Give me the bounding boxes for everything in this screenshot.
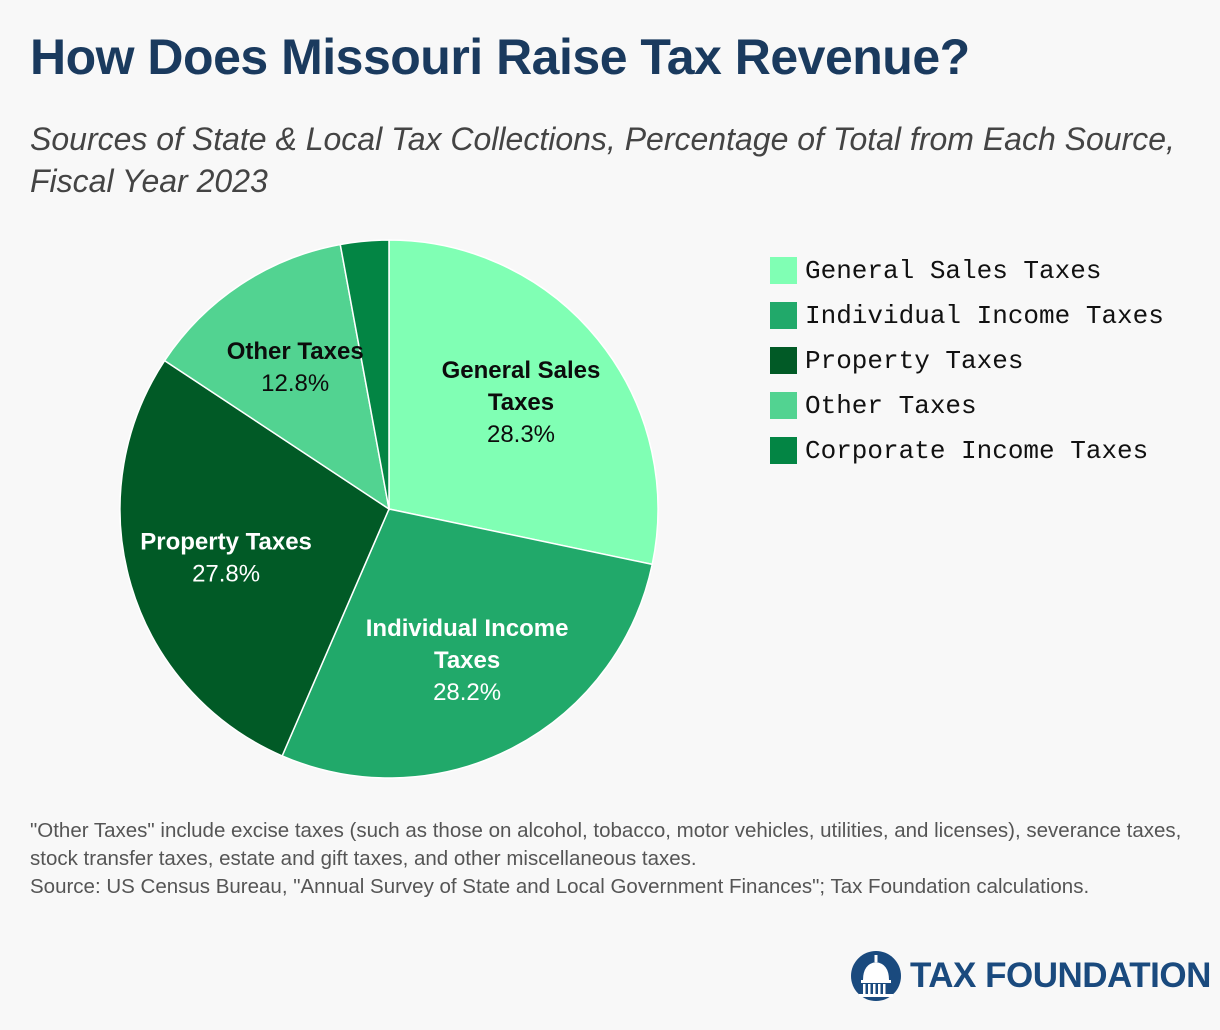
legend-item-individual-income-taxes: Individual Income Taxes (770, 293, 1164, 338)
slice-label-general-sales-taxes-line-2: Taxes (488, 389, 554, 416)
slice-label-other-taxes-line-1: Other Taxes (227, 338, 364, 365)
pie-slice-corporate-income-taxes (339, 239, 390, 510)
slice-value-individual-income-taxes: 28.2% (433, 679, 501, 706)
legend-swatch (770, 302, 797, 329)
slice-label-individual-income-taxes-line-1: Individual Income (366, 615, 569, 642)
legend-label: General Sales Taxes (805, 255, 1102, 286)
footnote: "Other Taxes" include excise taxes (such… (30, 817, 1200, 901)
footnote-other-taxes: "Other Taxes" include excise taxes (such… (30, 819, 1182, 870)
legend-swatch (770, 347, 797, 374)
legend-item-other-taxes: Other Taxes (770, 383, 1164, 428)
capitol-dome-icon (851, 951, 901, 1001)
legend: General Sales Taxes Individual Income Tax… (770, 248, 1164, 473)
pie-slice-other-taxes (163, 243, 391, 511)
slice-label-individual-income-taxes-line-2: Taxes (434, 647, 500, 674)
pie-labels: General Sales Taxes 28.3% Individual Income… (140, 338, 600, 706)
slice-label-property-taxes-line-1: Property Taxes (140, 529, 312, 556)
legend-item-property-taxes: Property Taxes (770, 338, 1164, 383)
legend-label: Property Taxes (805, 345, 1024, 376)
legend-label: Individual Income Taxes (805, 300, 1164, 331)
legend-swatch (770, 392, 797, 419)
pie-slice-property-taxes (119, 359, 390, 757)
chart-subtitle: Sources of State & Local Tax Collections… (30, 121, 1175, 199)
legend-swatch (770, 437, 797, 464)
logo-text: TAX FOUNDATION (910, 956, 1211, 995)
footnote-source: Source: US Census Bureau, "Annual Survey… (30, 875, 1090, 898)
legend-label: Other Taxes (805, 390, 977, 421)
legend-label: Corporate Income Taxes (805, 435, 1149, 466)
pie-slice-individual-income-taxes (281, 508, 654, 779)
pie-slice-general-sales-taxes (388, 239, 659, 566)
slice-value-property-taxes: 27.8% (192, 561, 260, 588)
slice-value-general-sales-taxes: 28.3% (487, 421, 555, 448)
pie-slices (119, 239, 659, 779)
legend-item-general-sales-taxes: General Sales Taxes (770, 248, 1164, 293)
legend-item-corporate-income-taxes: Corporate Income Taxes (770, 428, 1164, 473)
chart-title: How Does Missouri Raise Tax Revenue? (30, 29, 970, 85)
slice-value-other-taxes: 12.8% (261, 370, 329, 397)
tax-foundation-logo: TAX FOUNDATION (850, 950, 1211, 1002)
slice-label-general-sales-taxes-line-1: General Sales (442, 357, 601, 384)
legend-swatch (770, 257, 797, 284)
